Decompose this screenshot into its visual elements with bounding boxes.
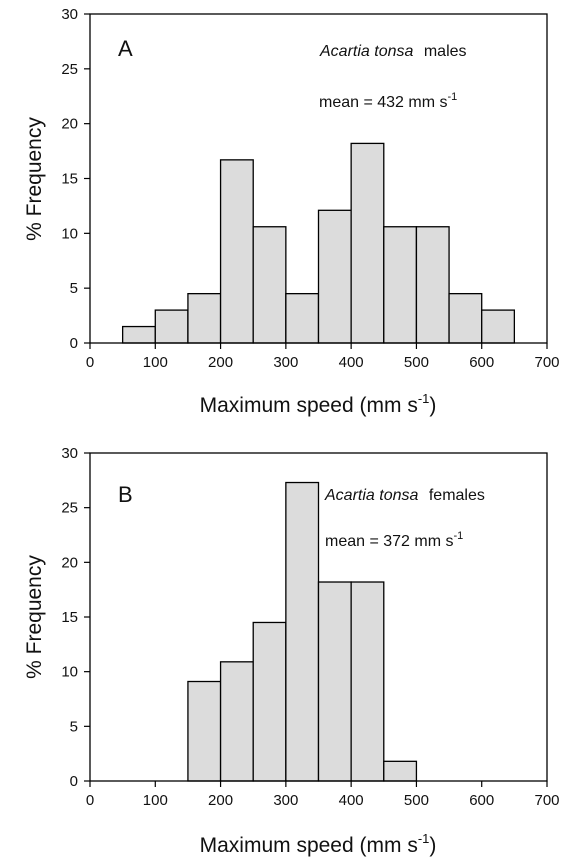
histogram-bar-b-6	[383, 760, 418, 782]
histogram-bar-b-1	[219, 661, 254, 782]
histogram-bar-a-10	[448, 292, 483, 344]
y-tick-label-a-0: 0	[70, 335, 78, 352]
ticks-a: 0 100 200 300 400 500 600 700 0 5 10 15 20 25 30	[61, 6, 559, 371]
y-axis-title-a: % Frequency	[23, 117, 46, 241]
histogram-bar-a-3	[219, 159, 254, 344]
y-tick-label-b-3: 15	[61, 609, 78, 626]
y-tick-label-a-5: 25	[61, 61, 78, 78]
plot-frame-a	[89, 13, 548, 344]
histogram-bar-a-1	[154, 309, 189, 344]
y-axis-title-b: % Frequency	[23, 555, 46, 679]
histogram-bar-b-0	[187, 680, 222, 782]
mean-label-b: mean = 372 mm s-1	[325, 530, 463, 550]
y-tick-label-b-4: 20	[61, 554, 78, 571]
x-tick-label-a-2: 200	[208, 354, 233, 371]
x-tick-label-b-0: 0	[86, 792, 94, 809]
x-tick-label-a-0: 0	[86, 354, 94, 371]
histogram-bar-a-5	[285, 292, 320, 344]
y-tick-label-a-6: 30	[61, 6, 78, 23]
x-tick-label-b-4: 400	[339, 792, 364, 809]
mean-label-a: mean = 432 mm s-1	[319, 91, 457, 111]
x-tick-label-a-5: 500	[404, 354, 429, 371]
histogram-bar-a-4	[252, 226, 287, 344]
x-tick-label-a-4: 400	[339, 354, 364, 371]
panel-label-b: B	[118, 482, 133, 507]
ticks-b: 0 100 200 300 400 500 600 700 0 5 10 15 20 25 30	[61, 445, 559, 809]
histogram-bar-b-5	[350, 581, 385, 782]
sex-label-b: females	[429, 487, 485, 504]
bars-a	[121, 142, 516, 344]
y-tick-label-b-1: 5	[70, 718, 78, 735]
histogram-bar-b-4	[317, 581, 352, 782]
x-tick-label-a-6: 600	[469, 354, 494, 371]
panel-label-a: A	[118, 36, 133, 61]
y-tick-label-a-1: 5	[70, 280, 78, 297]
y-tick-label-a-4: 20	[61, 116, 78, 133]
x-tick-label-a-7: 700	[534, 354, 559, 371]
y-tick-label-b-2: 10	[61, 664, 78, 681]
histogram-bar-b-3	[285, 481, 320, 782]
x-axis-title-b: Maximum speed (mm s-1)	[200, 831, 437, 857]
x-tick-label-b-7: 700	[534, 792, 559, 809]
histogram-bar-a-9	[415, 226, 450, 344]
histogram-bar-a-0	[121, 325, 156, 344]
x-tick-label-b-3: 300	[273, 792, 298, 809]
x-tick-label-a-1: 100	[143, 354, 168, 371]
y-tick-label-b-6: 30	[61, 445, 78, 462]
species-label-a: Acartia tonsa males	[319, 43, 467, 60]
histogram-bar-a-11	[481, 309, 516, 344]
x-tick-label-a-3: 300	[273, 354, 298, 371]
y-tick-label-a-3: 15	[61, 171, 78, 188]
y-tick-label-b-0: 0	[70, 773, 78, 790]
histogram-bar-a-7	[350, 142, 385, 344]
x-tick-label-b-5: 500	[404, 792, 429, 809]
panel-b: 0 100 200 300 400 500 600 700 0 5 10 15 20 25 30 B Aca…	[23, 445, 560, 857]
x-axis-title-a: Maximum speed (mm s-1)	[200, 391, 437, 417]
panel-a: 0 100 200 300 400 500 600 700 0 5 10 15 20 25 30 A Aca…	[23, 6, 560, 417]
histogram-bar-b-2	[252, 621, 287, 782]
x-tick-label-b-2: 200	[208, 792, 233, 809]
x-tick-label-b-6: 600	[469, 792, 494, 809]
histogram-bar-a-8	[383, 226, 418, 344]
histogram-bar-a-2	[187, 292, 222, 344]
sex-label-a: males	[424, 43, 467, 60]
bars-b	[187, 481, 418, 782]
y-tick-label-b-5: 25	[61, 500, 78, 517]
histogram-bar-a-6	[317, 209, 352, 344]
species-label-b: Acartia tonsa females	[324, 487, 485, 504]
plot-frame-b	[89, 452, 548, 782]
x-tick-label-b-1: 100	[143, 792, 168, 809]
y-tick-label-a-2: 10	[61, 225, 78, 242]
